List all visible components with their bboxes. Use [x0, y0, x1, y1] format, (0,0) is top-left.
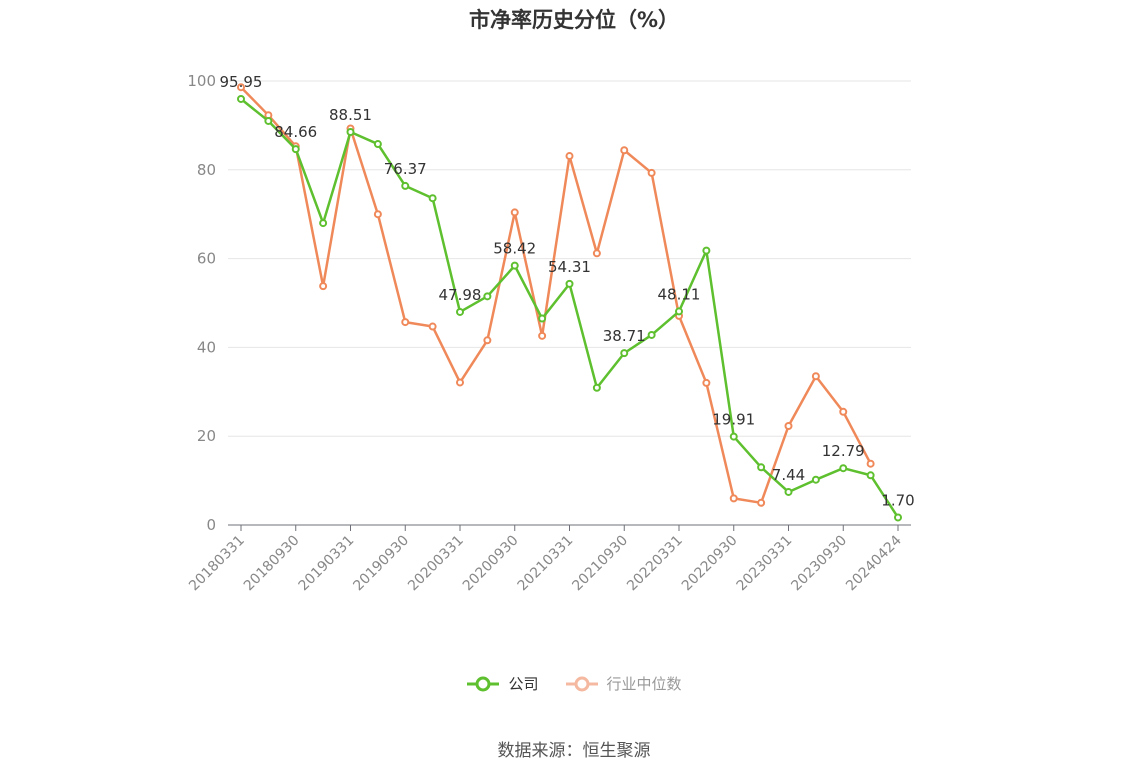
legend-label-company: 公司 — [508, 675, 539, 693]
legend-label-industry-median: 行业中位数 — [606, 675, 682, 693]
data-point-industry-median — [456, 378, 464, 387]
data-point-industry-median — [620, 146, 629, 155]
data-label: 19.91 — [712, 411, 755, 429]
data-labels: 95.95 84.66 88.51 76.37 47.98 58.42 54.31 38.71… — [220, 73, 915, 509]
data-point-company — [401, 181, 410, 190]
data-label: 1.70 — [881, 491, 914, 509]
data-point-company — [839, 464, 848, 473]
data-point-company — [319, 219, 328, 228]
data-point-industry-median — [729, 494, 738, 503]
x-tick-label: 20200930 — [460, 533, 522, 595]
x-tick-label: 20210331 — [515, 533, 577, 595]
y-tick-label: 20 — [197, 427, 216, 445]
data-point-industry-median — [373, 210, 382, 219]
data-point-company — [373, 140, 382, 149]
data-point-company — [784, 487, 793, 496]
x-tick-label: 20220331 — [624, 533, 686, 595]
data-point-industry-median — [237, 83, 245, 92]
data-point-company — [811, 475, 820, 484]
data-point-company — [894, 513, 902, 522]
x-tick-label: 20200331 — [405, 533, 467, 595]
data-point-industry-median — [565, 152, 574, 161]
data-point-company — [510, 261, 519, 270]
data-point-company — [866, 471, 875, 480]
data-point-industry-median — [702, 378, 711, 387]
data-point-industry-median — [401, 318, 410, 327]
data-point-company — [729, 432, 738, 441]
data-label: 58.42 — [493, 240, 536, 258]
data-point-industry-median — [757, 498, 766, 507]
data-label: 47.98 — [439, 286, 482, 304]
series-line-industry-median — [240, 86, 872, 505]
x-tick-label: 20180331 — [186, 533, 248, 595]
data-point-company — [592, 383, 601, 392]
series-lines — [237, 83, 902, 522]
data-point-company — [702, 246, 711, 255]
x-tick-label: 20240424 — [843, 532, 905, 594]
x-tick-label: 20210930 — [569, 533, 631, 595]
data-label: 48.11 — [658, 285, 701, 303]
data-point-company — [620, 349, 629, 358]
data-point-company — [647, 330, 656, 339]
x-tick-label: 20180930 — [241, 533, 303, 595]
data-point-company — [237, 94, 245, 103]
y-tick-label: 100 — [187, 72, 216, 90]
data-point-industry-median — [866, 459, 875, 468]
data-label: 38.71 — [603, 327, 646, 345]
data-point-industry-median — [839, 407, 848, 416]
y-tick-label: 60 — [197, 250, 216, 268]
data-point-industry-median — [510, 208, 519, 217]
data-point-industry-median — [428, 322, 437, 331]
data-label: 12.79 — [822, 442, 865, 460]
data-point-industry-median — [647, 168, 656, 177]
legend-marker-industry-median — [565, 676, 598, 691]
data-point-company — [757, 463, 766, 472]
x-tick-label: 20220930 — [679, 533, 741, 595]
source-note: 数据来源：恒生聚源 — [497, 741, 651, 761]
chart-title: 市净率历史分位（%） — [468, 8, 680, 32]
data-point-company — [346, 128, 355, 137]
data-point-industry-median — [592, 249, 601, 258]
legend: 公司 行业中位数 — [0, 673, 1148, 694]
data-point-industry-median — [784, 421, 793, 430]
data-point-company — [538, 314, 547, 323]
data-label: 84.66 — [274, 123, 317, 141]
x-tick-label: 20190930 — [350, 533, 412, 595]
data-label: 54.31 — [548, 258, 591, 276]
data-label: 7.44 — [772, 466, 805, 484]
legend-marker-company — [467, 676, 500, 691]
y-tick-label: 40 — [197, 338, 216, 356]
data-point-industry-median — [483, 336, 492, 345]
legend-item-company[interactable]: 公司 — [466, 673, 539, 694]
data-point-industry-median — [319, 282, 328, 291]
grid-lines — [228, 80, 911, 437]
data-point-company — [428, 194, 437, 203]
y-tick-label: 0 — [206, 516, 216, 534]
data-point-company — [483, 292, 492, 301]
data-point-industry-median — [538, 331, 547, 340]
legend-item-industry-median[interactable]: 行业中位数 — [565, 673, 682, 694]
data-point-industry-median — [811, 372, 820, 381]
y-tick-label: 80 — [197, 161, 216, 179]
data-point-company — [565, 279, 574, 288]
data-label: 95.95 — [220, 73, 263, 91]
data-point-company — [456, 307, 464, 316]
data-point-company — [675, 307, 683, 316]
x-tick-label: 20190331 — [296, 533, 358, 595]
x-tick-label: 20230930 — [788, 533, 850, 595]
data-point-company — [291, 145, 300, 154]
data-label: 76.37 — [384, 160, 427, 178]
data-point-company — [264, 116, 273, 125]
data-label: 88.51 — [329, 106, 372, 124]
x-tick-label: 20230331 — [734, 533, 796, 595]
